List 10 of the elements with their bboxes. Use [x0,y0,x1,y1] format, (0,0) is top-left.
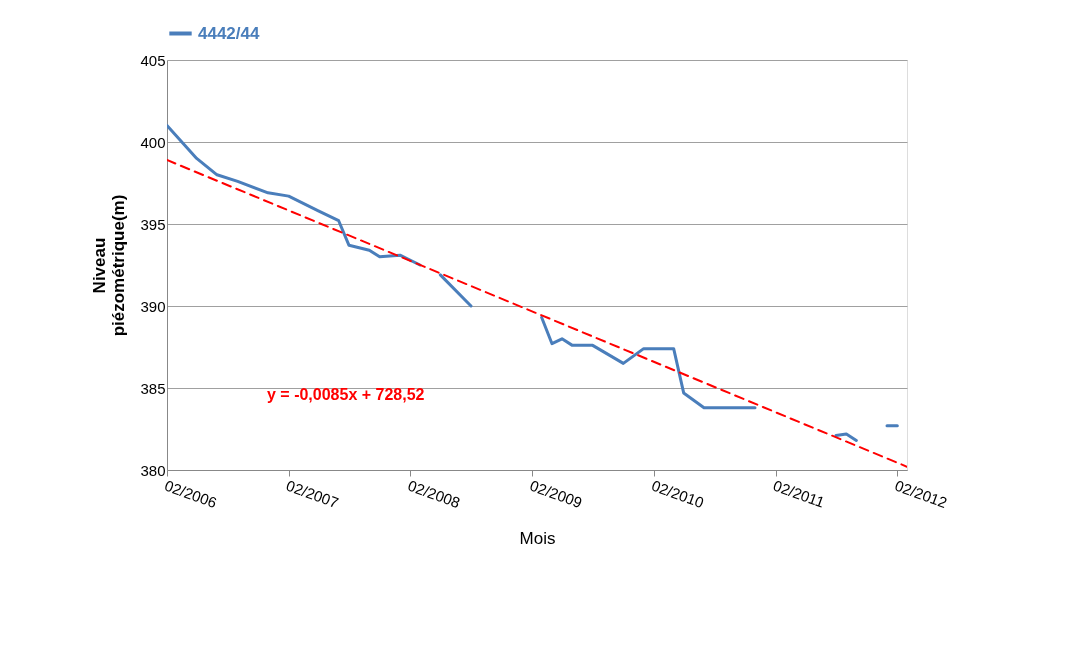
y-tick-label: 395 [140,215,166,233]
y-tick-label: 390 [140,297,166,315]
y-axis-title: Niveau piézométrique(m) [90,194,129,337]
y-tick-label: 405 [140,51,166,69]
legend-label: 4442/44 [198,23,260,43]
x-axis-title: Mois [519,529,556,549]
y-tick-label: 400 [140,133,166,151]
y-tick-label: 380 [140,461,166,479]
y-tick-label: 385 [140,379,166,397]
annotation: y = -0,0085x + 728,52 [267,386,425,403]
